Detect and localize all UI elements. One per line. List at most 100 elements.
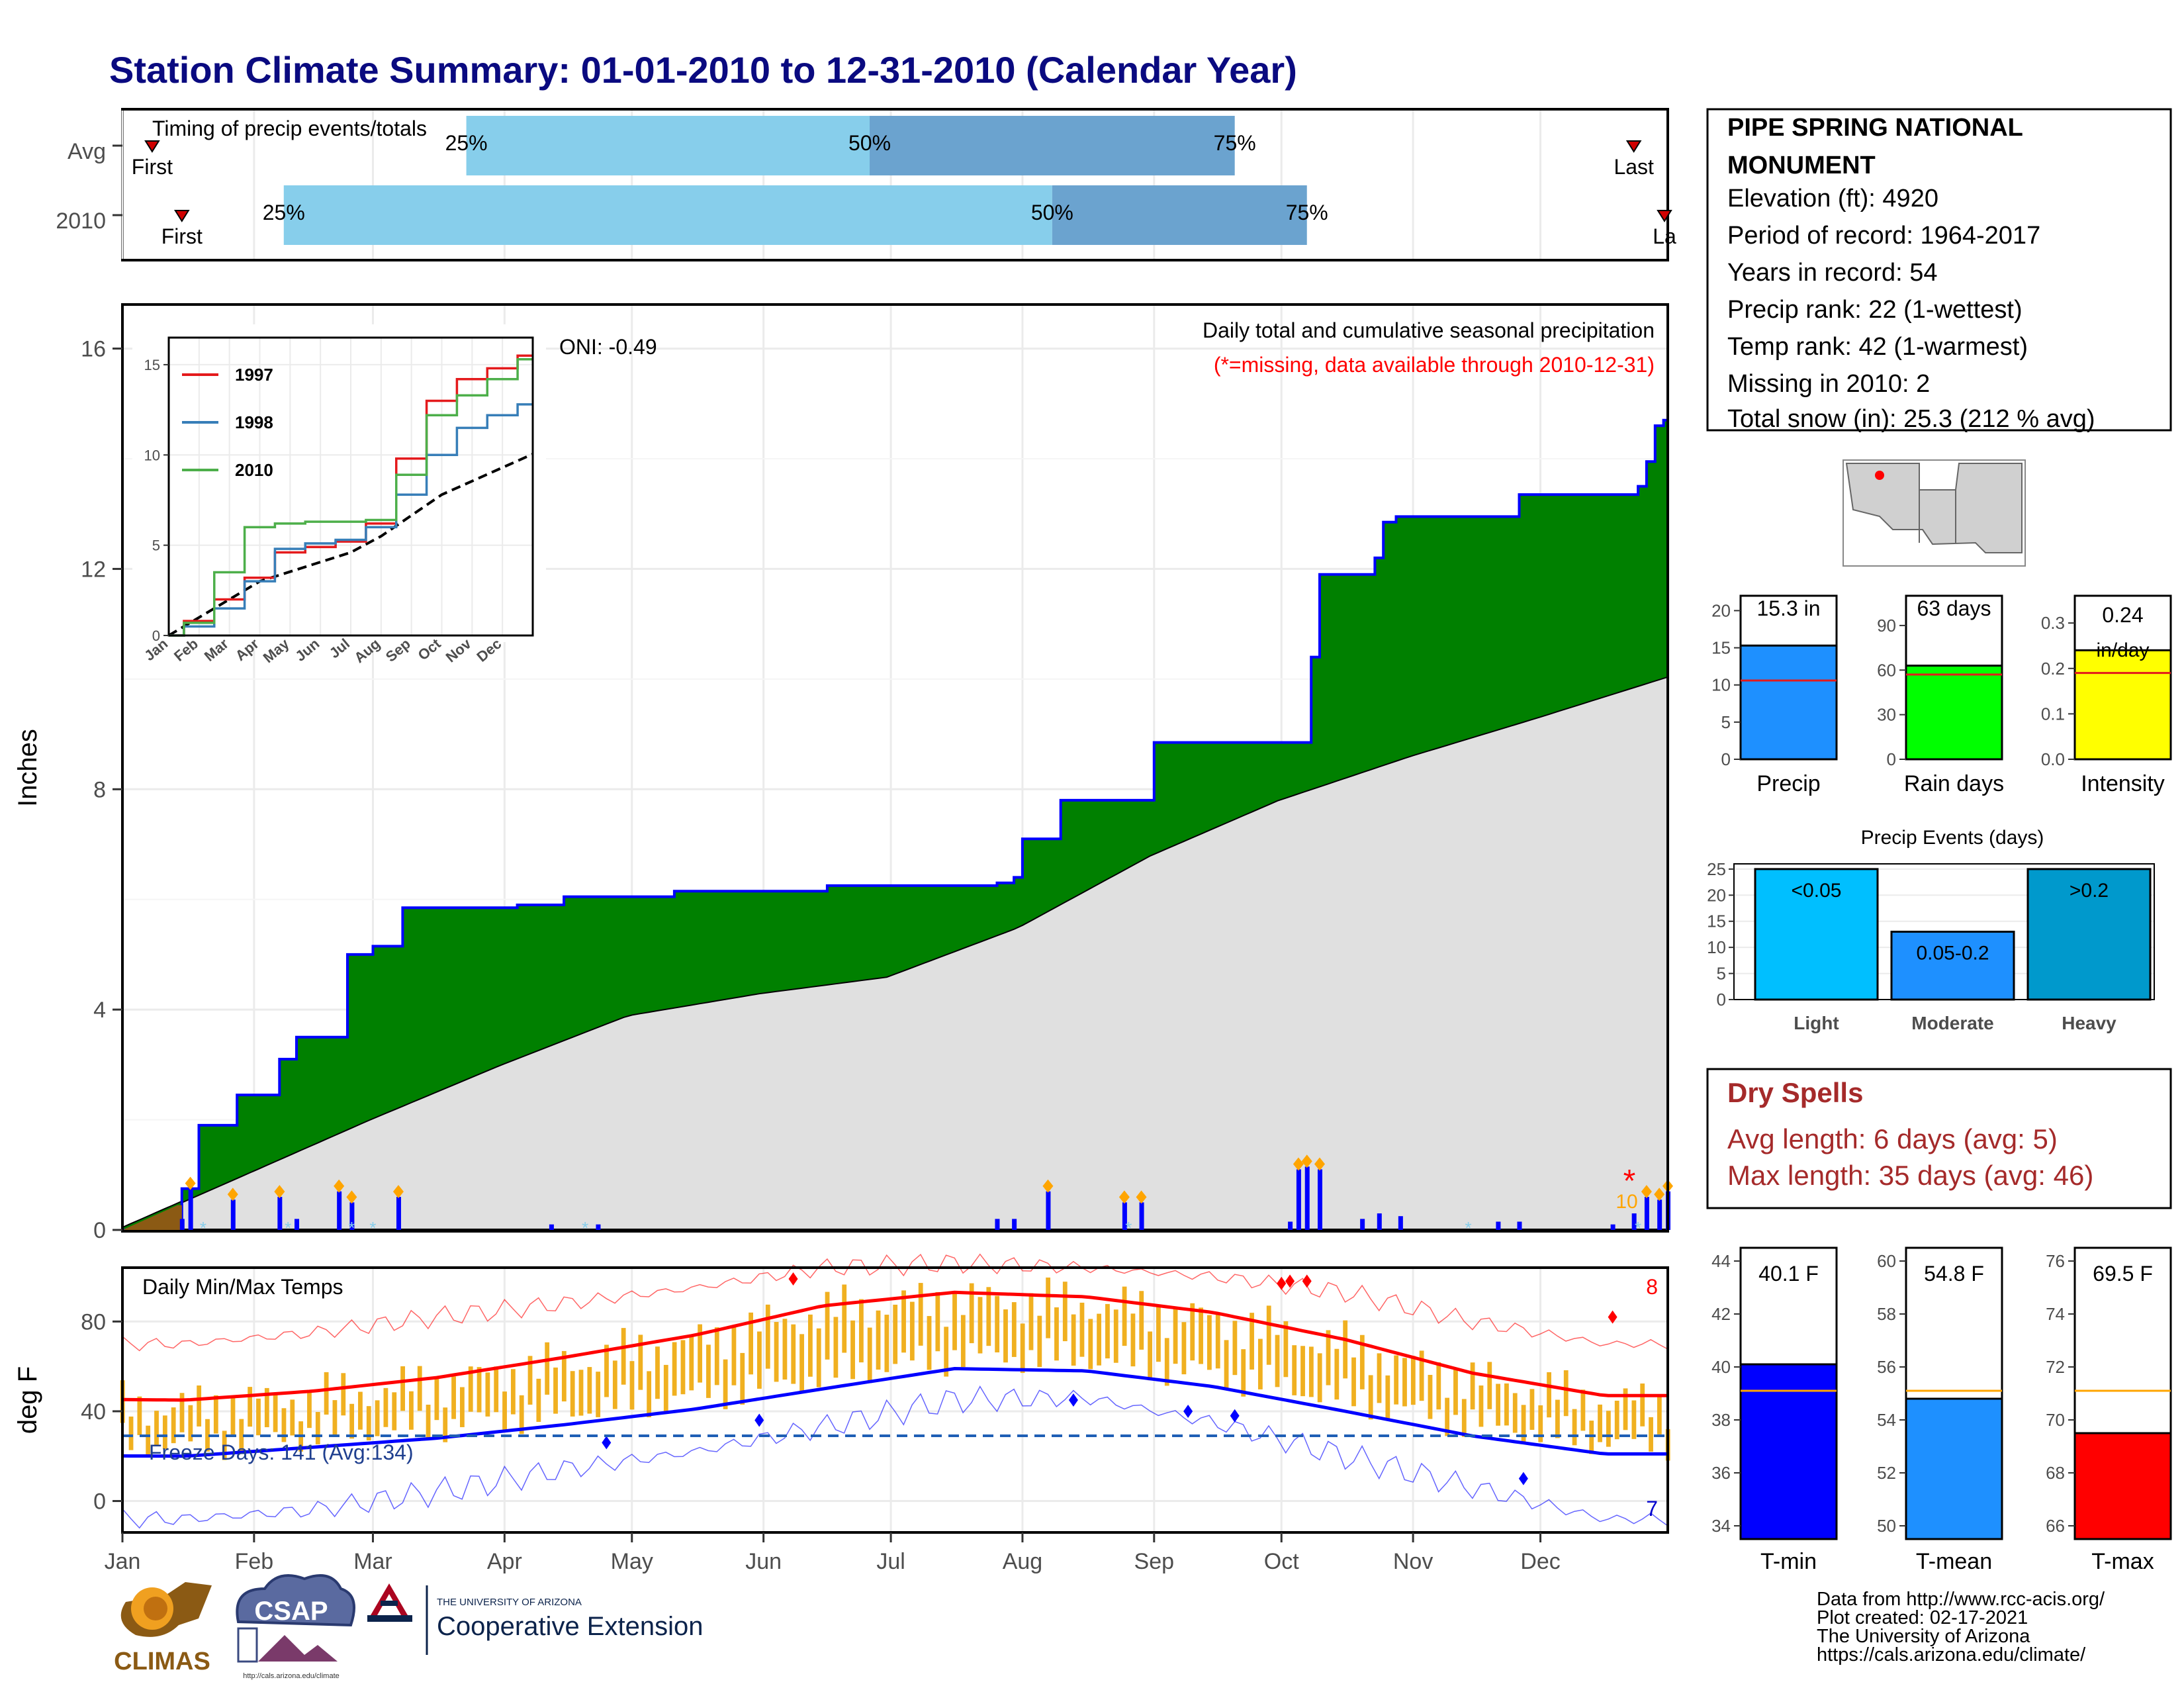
cumulative-2010-area bbox=[122, 387, 1668, 1230]
daily-temp-bar bbox=[468, 1366, 473, 1412]
daily-temp-bar bbox=[858, 1299, 864, 1363]
timing-row-avg: Avg bbox=[68, 139, 106, 164]
record-low-line bbox=[122, 1385, 1668, 1529]
daily-temp-bar bbox=[1088, 1319, 1093, 1370]
daily-temp-bar bbox=[1232, 1321, 1238, 1376]
record-low-marker bbox=[1068, 1393, 1078, 1407]
credit-university: The University of Arizona bbox=[1817, 1626, 2030, 1647]
station-elevation: Elevation (ft): 4920 bbox=[1727, 185, 1938, 212]
record-low-marker bbox=[1518, 1472, 1528, 1485]
daily-temp-bar bbox=[986, 1287, 991, 1346]
daily-temp-bar bbox=[825, 1291, 830, 1360]
daily-temp-bar bbox=[1538, 1405, 1543, 1442]
daily-temp-bar bbox=[1487, 1362, 1492, 1409]
daily-temp-bar bbox=[833, 1317, 839, 1378]
record-low-marker bbox=[1183, 1404, 1193, 1418]
daily-temp-bar bbox=[1563, 1370, 1569, 1417]
daily-temp-bar bbox=[1326, 1330, 1331, 1385]
daily-temp-bar bbox=[358, 1391, 363, 1430]
daily-temp-bar bbox=[850, 1320, 855, 1380]
month-label: Oct bbox=[1264, 1549, 1299, 1574]
precip-summary-bars: 15.3 in 0 5 10 15 20 Precip 63 days 0 30 60 90 Rain … bbox=[1711, 594, 2172, 796]
dry-spells-max: Max length: 35 days (avg: 46) bbox=[1727, 1160, 2093, 1191]
daily-temp-bar bbox=[477, 1367, 482, 1413]
mini-bar-tick-label: 10 bbox=[1711, 675, 1731, 695]
daily-temp-bar bbox=[179, 1393, 185, 1432]
daily-temp-bar bbox=[349, 1403, 355, 1439]
daily-temp-bar bbox=[698, 1324, 703, 1383]
events-bar-category-label: Light bbox=[1794, 1013, 1839, 1033]
daily-temp-bar bbox=[1308, 1346, 1314, 1397]
dry-spells-box: Dry Spells Avg length: 6 days (avg: 5) M… bbox=[1706, 1068, 2172, 1209]
temp-summary-tick-label: 40 bbox=[1711, 1357, 1731, 1377]
daily-temp-bar bbox=[1649, 1417, 1653, 1452]
precip-ylabel: Inches bbox=[13, 729, 42, 807]
daily-temp-bar bbox=[1275, 1335, 1280, 1387]
daily-temp-bar bbox=[714, 1327, 719, 1385]
temp-summary-T-min: 40.1 F 34 36 38 40 42 44 T-min bbox=[1711, 1246, 1838, 1574]
daily-temp-bar bbox=[587, 1367, 592, 1414]
precip-panel: * * * * * * * * 0 4 8 12 16 Inches ONI: -0.49 Daily… bbox=[13, 303, 1673, 1243]
daily-temp-bar bbox=[1105, 1303, 1110, 1359]
daily-temp-bar bbox=[1614, 1400, 1619, 1440]
last-event-label: La bbox=[1653, 224, 1676, 248]
daily-temp-bar bbox=[1589, 1421, 1594, 1454]
daily-temp-bar bbox=[553, 1367, 558, 1414]
snow-marker: * bbox=[285, 1218, 291, 1238]
daily-temp-bar bbox=[1479, 1385, 1484, 1427]
temp-panel: 0 40 80 deg F Daily Min/Max Temps Freeze D… bbox=[13, 1253, 1670, 1574]
daily-temp-bar bbox=[281, 1408, 287, 1442]
station-info-box: PIPE SPRING NATIONAL MONUMENT Elevation … bbox=[1706, 108, 2172, 433]
daily-temp-bar bbox=[1359, 1335, 1365, 1389]
daily-temp-bar bbox=[1020, 1323, 1025, 1374]
large-event-marker bbox=[1314, 1157, 1325, 1171]
large-event-marker bbox=[1301, 1154, 1312, 1168]
temp-summary-tick-label: 60 bbox=[1877, 1251, 1896, 1271]
daily-temp-bar bbox=[1504, 1383, 1509, 1426]
daily-temp-bar bbox=[1547, 1372, 1551, 1418]
mini-bar-tick-label: 0.2 bbox=[2041, 659, 2065, 679]
events-bar-Heavy bbox=[2026, 868, 2152, 1001]
daily-precip-bar bbox=[1496, 1221, 1501, 1230]
temp-summary-tick-label: 76 bbox=[2046, 1251, 2065, 1271]
precip-panel-subtitle: (*=missing, data available through 2010-… bbox=[1214, 353, 1655, 377]
temp-summary-category-label: T-min bbox=[1760, 1549, 1817, 1574]
daily-temp-bar bbox=[1011, 1302, 1017, 1357]
mini-bar-value-label: 15.3 in bbox=[1756, 596, 1820, 620]
temp-summary-category-label: T-mean bbox=[1916, 1549, 1992, 1574]
daily-temp-bar bbox=[1419, 1350, 1424, 1401]
temp-ylabel: deg F bbox=[13, 1366, 42, 1434]
daily-temp-bar bbox=[1266, 1305, 1271, 1365]
daily-temp-bar bbox=[578, 1370, 584, 1416]
daily-temp-bar bbox=[1028, 1293, 1034, 1350]
daily-temp-bar bbox=[307, 1389, 312, 1429]
station-temp-rank: Temp rank: 42 (1-warmest) bbox=[1727, 333, 2028, 361]
daily-temp-bar bbox=[672, 1342, 677, 1396]
mini-bar-tick-label: 30 bbox=[1877, 705, 1896, 725]
daily-temp-bar bbox=[867, 1327, 872, 1383]
station-precip-rank: Precip rank: 22 (1-wettest) bbox=[1727, 296, 2023, 324]
month-label: Jul bbox=[876, 1549, 905, 1574]
daily-temp-bar bbox=[689, 1335, 694, 1391]
inset-ytick-label: 10 bbox=[144, 447, 160, 463]
daily-temp-bar bbox=[1300, 1346, 1305, 1397]
daily-temp-bar bbox=[290, 1399, 295, 1436]
daily-temp-bar bbox=[1623, 1388, 1628, 1430]
events-bar-Light bbox=[1754, 868, 1879, 1001]
events-bar-Moderate bbox=[1890, 931, 2015, 1001]
events-bar-value-label: >0.2 bbox=[2070, 880, 2109, 902]
events-tick-label: 10 bbox=[1707, 937, 1726, 957]
temp-summary-value-label: 54.8 F bbox=[1924, 1262, 1984, 1286]
timing-bar-25-50 bbox=[466, 116, 870, 175]
timing-75-label: 75% bbox=[1214, 131, 1256, 155]
inset-series-1997 bbox=[169, 354, 533, 637]
daily-precip-bar bbox=[1139, 1202, 1144, 1230]
daily-temp-bar bbox=[1631, 1400, 1637, 1439]
daily-temp-bar bbox=[1436, 1362, 1441, 1410]
daily-temp-bar bbox=[1402, 1358, 1407, 1407]
ua-small-name: THE UNIVERSITY OF ARIZONA bbox=[437, 1597, 582, 1608]
temp-summary-value bbox=[1739, 1363, 1838, 1540]
mini-bar-tick-label: 0 bbox=[1887, 749, 1896, 769]
temp-summary-value bbox=[1905, 1397, 2003, 1540]
daily-temp-bar bbox=[1368, 1375, 1373, 1420]
